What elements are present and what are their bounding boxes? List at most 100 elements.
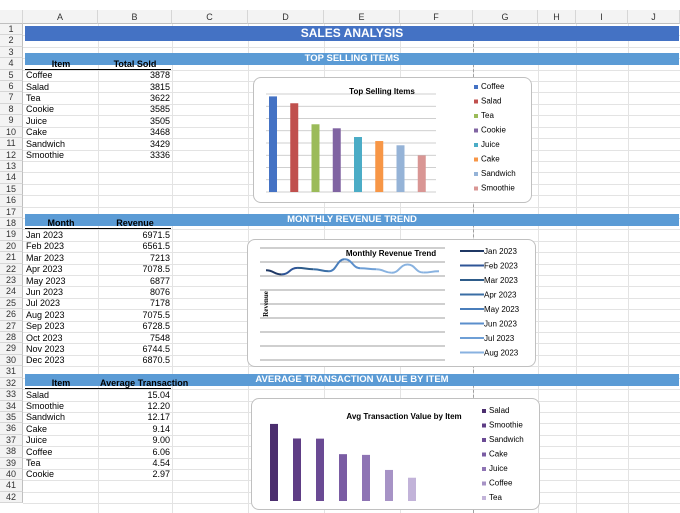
chart-top-selling[interactable]: Top Selling Items Coffee Salad Tea Cookie Jui… xyxy=(253,77,532,203)
row-header-10[interactable]: 10 xyxy=(0,126,23,139)
column-header-c[interactable]: C xyxy=(172,10,248,24)
row-header-20[interactable]: 20 xyxy=(0,240,23,253)
table-cell-item[interactable]: Sandwich xyxy=(26,138,66,149)
table-cell-value[interactable]: 6870.5 xyxy=(142,355,170,366)
row-header-5[interactable]: 5 xyxy=(0,69,23,82)
row-header-40[interactable]: 40 xyxy=(0,468,23,481)
row-header-3[interactable]: 3 xyxy=(0,46,23,59)
row-header-42[interactable]: 42 xyxy=(0,491,23,504)
table-cell-item[interactable]: Juice xyxy=(26,115,48,126)
row-header-36[interactable]: 36 xyxy=(0,423,23,435)
row-header-24[interactable]: 24 xyxy=(0,286,23,298)
table-cell-value[interactable]: 7075.5 xyxy=(142,309,170,320)
table-cell-value[interactable]: 9.14 xyxy=(152,423,170,434)
row-header-31[interactable]: 31 xyxy=(0,366,23,378)
table-header-item[interactable]: Month xyxy=(47,218,75,229)
row-header-13[interactable]: 13 xyxy=(0,160,23,173)
column-header-a[interactable]: A xyxy=(23,10,98,24)
table-cell-item[interactable]: Cake xyxy=(26,127,48,138)
table-cell-item[interactable]: Sep 2023 xyxy=(26,321,65,332)
table-cell-item[interactable]: Tea xyxy=(26,92,41,103)
table-header-value[interactable]: Average Transaction xyxy=(100,378,189,389)
table-cell-item[interactable]: Juice xyxy=(26,435,48,446)
table-header-value[interactable]: Total Sold xyxy=(113,58,157,69)
row-header-29[interactable]: 29 xyxy=(0,343,23,355)
row-header-9[interactable]: 9 xyxy=(0,115,23,127)
row-header-12[interactable]: 12 xyxy=(0,149,23,161)
table-cell-item[interactable]: Cookie xyxy=(26,104,55,115)
row-header-22[interactable]: 22 xyxy=(0,263,23,276)
row-header-25[interactable]: 25 xyxy=(0,297,23,310)
row-header-19[interactable]: 19 xyxy=(0,229,23,241)
table-cell-item[interactable]: Mar 2023 xyxy=(26,252,65,263)
table-cell-item[interactable]: May 2023 xyxy=(26,275,66,286)
row-header-14[interactable]: 14 xyxy=(0,172,23,184)
row-header-28[interactable]: 28 xyxy=(0,332,23,344)
table-header-item[interactable]: Item xyxy=(51,58,71,69)
table-cell-item[interactable]: Salad xyxy=(26,81,50,92)
table-cell-value[interactable]: 8076 xyxy=(149,286,170,297)
column-header-b[interactable]: B xyxy=(98,10,172,24)
column-header-e[interactable]: E xyxy=(324,10,400,24)
table-cell-item[interactable]: Coffee xyxy=(26,446,53,457)
table-cell-item[interactable]: Apr 2023 xyxy=(26,264,63,275)
table-header-item[interactable]: Item xyxy=(51,378,71,389)
table-cell-value[interactable]: 6744.5 xyxy=(142,343,170,354)
row-header-41[interactable]: 41 xyxy=(0,480,23,492)
table-cell-value[interactable]: 6561.5 xyxy=(142,241,170,252)
row-header-11[interactable]: 11 xyxy=(0,138,23,150)
row-header-15[interactable]: 15 xyxy=(0,183,23,196)
table-cell-value[interactable]: 3585 xyxy=(149,104,170,115)
row-header-4[interactable]: 4 xyxy=(0,58,23,70)
table-cell-value[interactable]: 12.17 xyxy=(147,412,170,423)
table-cell-value[interactable]: 6728.5 xyxy=(142,321,170,332)
row-header-34[interactable]: 34 xyxy=(0,400,23,412)
row-header-18[interactable]: 18 xyxy=(0,217,23,230)
row-header-33[interactable]: 33 xyxy=(0,389,23,401)
row-header-32[interactable]: 32 xyxy=(0,377,23,390)
table-cell-value[interactable]: 7178 xyxy=(149,298,170,309)
chart-monthly-revenue[interactable]: Monthly Revenue Trend Revenue Jan 2023 Feb … xyxy=(247,239,536,367)
table-cell-item[interactable]: Smoothie xyxy=(26,401,65,412)
table-cell-value[interactable]: 6877 xyxy=(149,275,170,286)
row-header-26[interactable]: 26 xyxy=(0,309,23,321)
row-header-23[interactable]: 23 xyxy=(0,275,23,287)
table-cell-item[interactable]: Salad xyxy=(26,389,50,400)
column-header-g[interactable]: G xyxy=(473,10,538,24)
chart-avg-transaction[interactable]: Avg Transaction Value by Item Salad Smooth… xyxy=(251,398,540,510)
table-header-value[interactable]: Revenue xyxy=(116,218,154,229)
table-cell-value[interactable]: 2.97 xyxy=(152,469,170,480)
table-cell-item[interactable]: Jun 2023 xyxy=(26,286,64,297)
row-header-35[interactable]: 35 xyxy=(0,411,23,424)
table-cell-value[interactable]: 3468 xyxy=(149,127,170,138)
table-cell-item[interactable]: Coffee xyxy=(26,70,53,81)
column-header-h[interactable]: H xyxy=(538,10,576,24)
column-header-f[interactable]: F xyxy=(400,10,473,24)
table-cell-item[interactable]: Jul 2023 xyxy=(26,298,61,309)
row-header-2[interactable]: 2 xyxy=(0,35,23,47)
column-header-i[interactable]: I xyxy=(576,10,628,24)
table-cell-item[interactable]: Smoothie xyxy=(26,150,65,160)
table-cell-item[interactable]: Jan 2023 xyxy=(26,229,64,240)
table-cell-value[interactable]: 3878 xyxy=(149,70,170,81)
table-cell-value[interactable]: 3429 xyxy=(149,138,170,149)
row-header-6[interactable]: 6 xyxy=(0,81,23,93)
table-cell-value[interactable]: 3622 xyxy=(149,92,170,103)
table-cell-item[interactable]: Aug 2023 xyxy=(26,309,65,320)
table-cell-value[interactable]: 3815 xyxy=(149,81,170,92)
row-header-16[interactable]: 16 xyxy=(0,195,23,207)
row-header-39[interactable]: 39 xyxy=(0,457,23,469)
table-cell-value[interactable]: 15.04 xyxy=(147,389,170,400)
table-cell-value[interactable]: 4.54 xyxy=(152,458,170,469)
table-cell-value[interactable]: 7078.5 xyxy=(142,264,170,275)
table-cell-item[interactable]: Feb 2023 xyxy=(26,241,65,252)
column-header-d[interactable]: D xyxy=(248,10,324,24)
table-cell-value[interactable]: 12.20 xyxy=(147,401,170,412)
table-cell-value[interactable]: 3505 xyxy=(149,115,170,126)
table-cell-item[interactable]: Nov 2023 xyxy=(26,343,65,354)
table-cell-item[interactable]: Dec 2023 xyxy=(26,355,65,366)
table-cell-value[interactable]: 6.06 xyxy=(152,446,170,457)
row-header-8[interactable]: 8 xyxy=(0,103,23,116)
row-header-17[interactable]: 17 xyxy=(0,206,23,218)
row-header-27[interactable]: 27 xyxy=(0,320,23,333)
